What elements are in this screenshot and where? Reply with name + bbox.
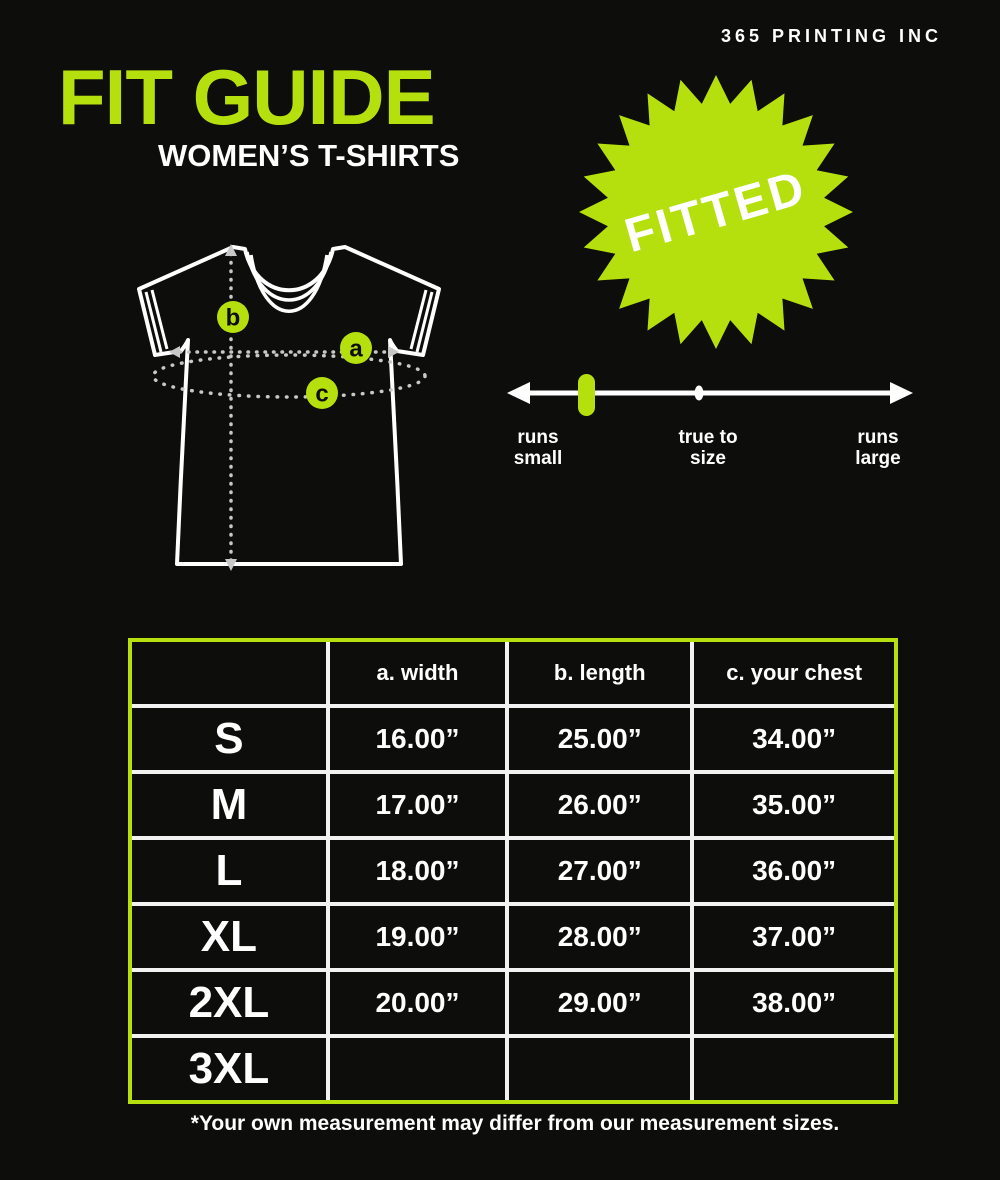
- scale-label-line: runs: [517, 427, 559, 448]
- size-cell: 3XL: [132, 1038, 326, 1100]
- marker-c-circle: [306, 377, 338, 409]
- scale-label-runs-large: runs large: [855, 427, 901, 470]
- scale-label-true-to-size: true to size: [678, 427, 738, 470]
- scale-label-line: true to: [678, 427, 738, 448]
- measurement-disclaimer: *Your own measurement may differ from ou…: [190, 1112, 840, 1135]
- chest-measure-ellipse: [151, 353, 427, 399]
- value-cell: 27.00”: [509, 840, 691, 902]
- value-cell: 17.00”: [329, 774, 506, 836]
- value-cell: 16.00”: [329, 708, 506, 770]
- value-cell: 20.00”: [329, 972, 506, 1034]
- header-cell-chest: c. your chest: [694, 642, 894, 704]
- value-cell: 38.00”: [694, 972, 894, 1034]
- header-cell-length: b. length: [509, 642, 691, 704]
- collar-line-inner: [249, 254, 329, 313]
- size-cell: M: [132, 774, 326, 836]
- scale-label-runs-small: runs small: [513, 427, 563, 470]
- size-chart-table: a. width b. length c. your chest S 16.00…: [128, 638, 898, 1104]
- marker-b-circle: [217, 301, 249, 333]
- tshirt-diagram: b a c: [137, 244, 441, 571]
- right-cuff-lines: [409, 289, 434, 353]
- size-cell: S: [132, 708, 326, 770]
- size-cell: 2XL: [132, 972, 326, 1034]
- width-arrow-left: [169, 346, 180, 358]
- value-cell: 37.00”: [694, 906, 894, 968]
- fitted-badge-star: [579, 75, 853, 349]
- size-cell: XL: [132, 906, 326, 968]
- length-arrow-top: [225, 244, 237, 256]
- fitted-badge: FITTED: [579, 75, 853, 349]
- value-cell: 29.00”: [509, 972, 691, 1034]
- fit-scale-marker: [578, 374, 595, 416]
- value-cell: [694, 1038, 894, 1100]
- value-cell: 19.00”: [329, 906, 506, 968]
- left-cuff-lines: [144, 289, 169, 353]
- value-cell: [329, 1038, 506, 1100]
- brand-name: 365 PRINTING INC: [720, 26, 942, 46]
- value-cell: 35.00”: [694, 774, 894, 836]
- fit-scale: [507, 374, 913, 416]
- marker-b-label: b: [226, 305, 241, 332]
- header-cell-empty: [132, 642, 326, 704]
- marker-c-label: c: [315, 381, 328, 408]
- value-cell: 26.00”: [509, 774, 691, 836]
- fit-scale-center-dot: [694, 385, 704, 401]
- value-cell: [509, 1038, 691, 1100]
- length-arrow-bottom: [225, 559, 237, 571]
- scale-label-line: runs: [857, 427, 899, 448]
- width-arrow-right: [388, 346, 399, 358]
- value-cell: 28.00”: [509, 906, 691, 968]
- value-cell: 25.00”: [509, 708, 691, 770]
- value-cell: 36.00”: [694, 840, 894, 902]
- fit-scale-arrow-left: [507, 382, 530, 404]
- header-cell-width: a. width: [329, 642, 506, 704]
- marker-a-circle: [340, 332, 372, 364]
- scale-label-line: large: [855, 447, 901, 469]
- scale-label-line: size: [690, 447, 726, 469]
- value-cell: 34.00”: [694, 708, 894, 770]
- marker-a-label: a: [349, 336, 363, 363]
- scale-label-line: small: [513, 447, 563, 469]
- value-cell: 18.00”: [329, 840, 506, 902]
- size-cell: L: [132, 840, 326, 902]
- page-subtitle: WOMEN’S T-SHIRTS: [158, 138, 460, 173]
- page-title: FIT GUIDE: [58, 53, 436, 141]
- tshirt-outline: [137, 245, 441, 566]
- fit-scale-arrow-right: [890, 382, 913, 404]
